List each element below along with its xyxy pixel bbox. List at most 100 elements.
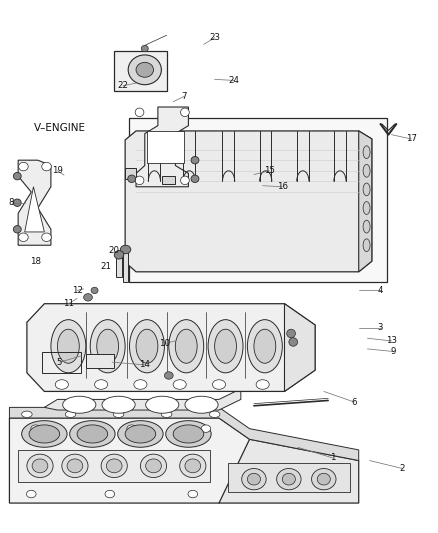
Ellipse shape xyxy=(26,490,36,498)
Ellipse shape xyxy=(161,411,172,417)
Ellipse shape xyxy=(106,459,122,473)
Polygon shape xyxy=(162,176,175,184)
Ellipse shape xyxy=(13,225,21,233)
Ellipse shape xyxy=(247,473,261,485)
Ellipse shape xyxy=(128,175,136,182)
Ellipse shape xyxy=(127,425,137,432)
Ellipse shape xyxy=(90,320,125,373)
Ellipse shape xyxy=(180,176,189,184)
Ellipse shape xyxy=(42,163,51,171)
Ellipse shape xyxy=(70,421,115,447)
Ellipse shape xyxy=(101,454,127,478)
Text: 24: 24 xyxy=(229,76,240,85)
Ellipse shape xyxy=(215,329,237,364)
Text: 15: 15 xyxy=(264,166,275,175)
Ellipse shape xyxy=(57,329,79,364)
Ellipse shape xyxy=(135,176,144,184)
Ellipse shape xyxy=(29,425,60,443)
Ellipse shape xyxy=(180,454,206,478)
Ellipse shape xyxy=(317,473,330,485)
Ellipse shape xyxy=(13,199,21,206)
Ellipse shape xyxy=(146,396,179,413)
Ellipse shape xyxy=(21,421,67,447)
Ellipse shape xyxy=(62,454,88,478)
Ellipse shape xyxy=(21,411,32,417)
Ellipse shape xyxy=(134,379,147,389)
Text: 9: 9 xyxy=(391,347,396,356)
Ellipse shape xyxy=(212,379,226,389)
Ellipse shape xyxy=(141,45,148,52)
Polygon shape xyxy=(123,251,128,282)
Text: 19: 19 xyxy=(52,166,63,175)
Text: 20: 20 xyxy=(109,246,120,255)
Text: 22: 22 xyxy=(117,81,128,90)
Polygon shape xyxy=(10,418,250,503)
Ellipse shape xyxy=(95,379,108,389)
Ellipse shape xyxy=(128,55,161,85)
Ellipse shape xyxy=(363,220,370,233)
Ellipse shape xyxy=(363,146,370,159)
Polygon shape xyxy=(125,131,372,272)
Polygon shape xyxy=(18,450,210,482)
Text: 10: 10 xyxy=(159,339,170,348)
Ellipse shape xyxy=(208,320,243,373)
Ellipse shape xyxy=(32,459,48,473)
Text: 11: 11 xyxy=(63,299,74,308)
Text: 5: 5 xyxy=(57,358,62,367)
Ellipse shape xyxy=(27,454,53,478)
Ellipse shape xyxy=(363,165,370,177)
Text: 17: 17 xyxy=(406,134,417,143)
Ellipse shape xyxy=(185,396,218,413)
Ellipse shape xyxy=(175,329,197,364)
Ellipse shape xyxy=(287,329,295,338)
Ellipse shape xyxy=(120,245,131,254)
Ellipse shape xyxy=(91,287,98,294)
Polygon shape xyxy=(228,463,350,492)
Ellipse shape xyxy=(125,425,155,443)
Ellipse shape xyxy=(13,172,21,180)
Ellipse shape xyxy=(191,175,199,182)
Ellipse shape xyxy=(97,329,119,364)
Text: 12: 12 xyxy=(71,286,83,295)
Polygon shape xyxy=(25,187,44,232)
Polygon shape xyxy=(10,407,359,461)
Polygon shape xyxy=(18,160,51,245)
Ellipse shape xyxy=(114,251,124,259)
Ellipse shape xyxy=(65,411,76,417)
Polygon shape xyxy=(125,168,136,179)
Ellipse shape xyxy=(84,294,92,301)
Polygon shape xyxy=(86,354,114,368)
Text: 6: 6 xyxy=(352,398,357,407)
Ellipse shape xyxy=(105,490,115,498)
Ellipse shape xyxy=(209,411,220,417)
Text: 13: 13 xyxy=(386,336,397,345)
Text: 1: 1 xyxy=(330,454,335,463)
Ellipse shape xyxy=(18,163,28,171)
Ellipse shape xyxy=(247,320,283,373)
Text: 3: 3 xyxy=(378,323,383,332)
Ellipse shape xyxy=(256,379,269,389)
Polygon shape xyxy=(219,439,359,503)
Text: 18: 18 xyxy=(30,257,41,265)
Polygon shape xyxy=(147,131,184,163)
Ellipse shape xyxy=(173,379,186,389)
Ellipse shape xyxy=(31,425,40,432)
Ellipse shape xyxy=(136,329,158,364)
Bar xyxy=(114,51,166,91)
Ellipse shape xyxy=(102,396,135,413)
Text: 16: 16 xyxy=(277,182,288,191)
Ellipse shape xyxy=(289,338,297,346)
Polygon shape xyxy=(117,256,122,277)
Text: 2: 2 xyxy=(399,464,405,473)
Ellipse shape xyxy=(18,233,28,241)
Ellipse shape xyxy=(363,183,370,196)
Ellipse shape xyxy=(180,108,189,117)
Ellipse shape xyxy=(283,473,295,485)
Text: 23: 23 xyxy=(209,34,220,43)
Text: 21: 21 xyxy=(100,262,111,271)
Polygon shape xyxy=(285,304,315,391)
Ellipse shape xyxy=(363,239,370,252)
Ellipse shape xyxy=(166,421,211,447)
Ellipse shape xyxy=(164,372,173,379)
Ellipse shape xyxy=(254,329,276,364)
